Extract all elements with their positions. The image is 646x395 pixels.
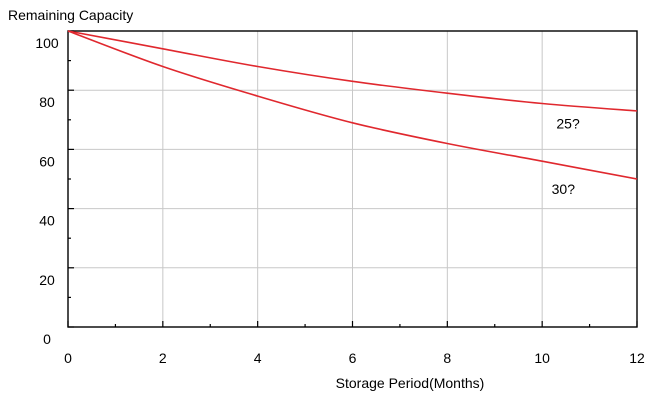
x-tick-label: 0 <box>64 350 72 366</box>
y-tick-label: 100 <box>35 35 59 51</box>
series-label-0: 25? <box>556 116 580 132</box>
y-tick-label: 80 <box>39 94 55 110</box>
series-lines <box>67 30 638 180</box>
grid <box>68 31 637 327</box>
y-tick-label: 40 <box>39 213 55 229</box>
series-labels: 25? 30? <box>552 116 580 197</box>
series-line-0 <box>67 30 638 112</box>
x-tick-label: 4 <box>254 350 262 366</box>
x-tick-label: 6 <box>349 350 357 366</box>
x-tick-label: 10 <box>534 350 550 366</box>
x-axis-title: Storage Period(Months) <box>336 375 485 391</box>
series-line-1 <box>67 30 638 180</box>
y-axis-title: Remaining Capacity <box>8 7 133 23</box>
x-tick-labels: 0 2 4 6 8 10 12 <box>64 350 645 366</box>
x-tick-label: 2 <box>159 350 167 366</box>
y-tick-label: 0 <box>43 331 51 347</box>
x-tick-label: 12 <box>629 350 645 366</box>
series-label-1: 30? <box>552 181 576 197</box>
y-tick-labels: 0 20 40 60 80 100 <box>35 35 59 347</box>
y-tick-label: 60 <box>39 153 55 169</box>
y-tick-label: 20 <box>39 272 55 288</box>
x-tick-label: 8 <box>443 350 451 366</box>
